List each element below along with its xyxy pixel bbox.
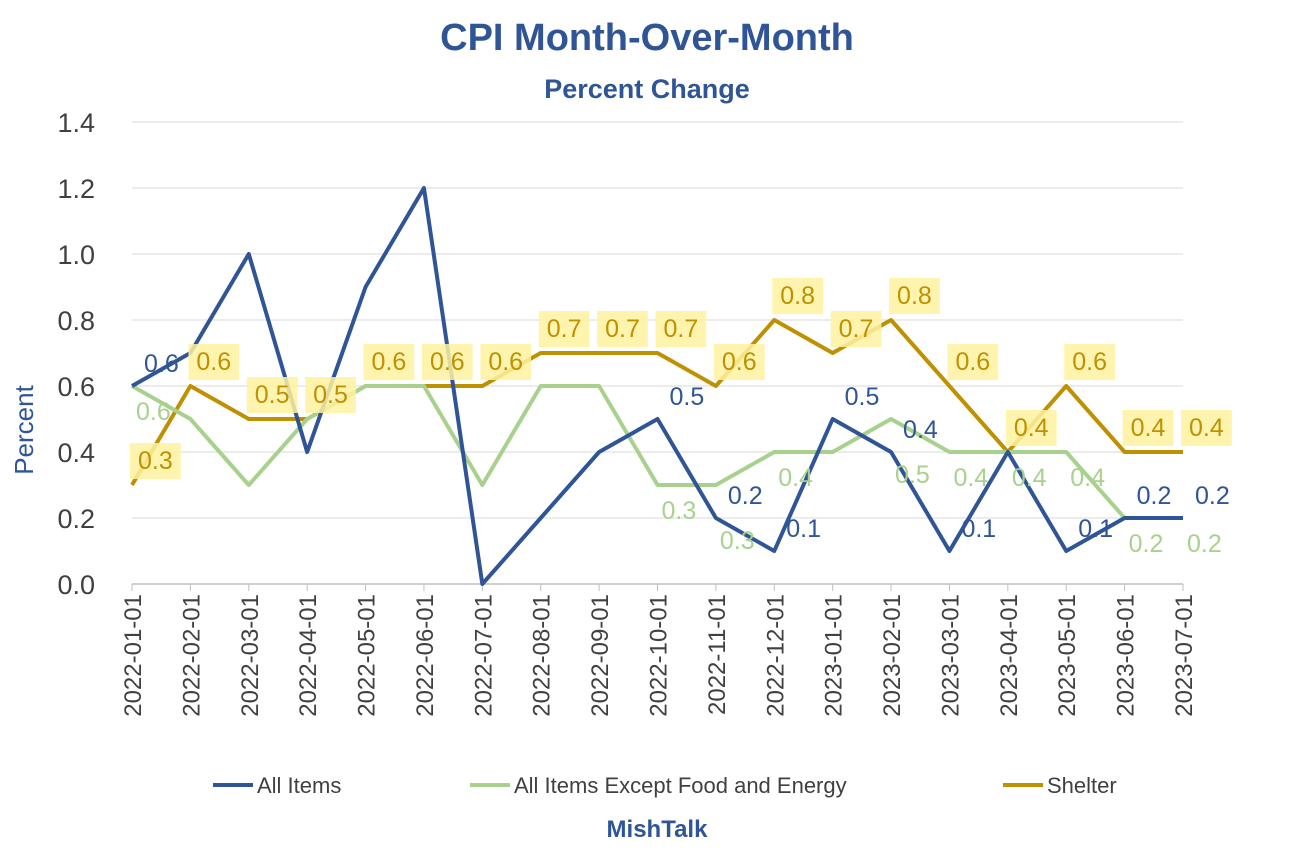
data-label-bg xyxy=(772,278,824,314)
data-label-bg xyxy=(363,344,415,380)
data-label-bg xyxy=(1005,410,1057,446)
data-label: 0.4 xyxy=(1012,464,1047,492)
data-label: 0.4 xyxy=(1189,414,1224,442)
data-label: 0.6 xyxy=(144,350,179,378)
data-label-bg xyxy=(1064,344,1115,380)
data-label-bg xyxy=(130,443,181,479)
x-tick-label: 2023-02-01 xyxy=(879,594,906,717)
data-label: 0.4 xyxy=(953,464,988,492)
data-label-bg xyxy=(597,311,648,347)
data-label: 0.2 xyxy=(1129,530,1164,558)
legend-label: All Items xyxy=(257,773,341,798)
x-tick-label: 2022-03-01 xyxy=(237,594,264,717)
data-label-bg xyxy=(305,377,356,413)
data-label: 0.2 xyxy=(1195,482,1230,510)
chart-subtitle: Percent Change xyxy=(544,74,750,104)
x-tick-label: 2022-05-01 xyxy=(354,594,381,717)
data-label-bg xyxy=(655,311,707,347)
x-tick-label: 2023-04-01 xyxy=(996,594,1023,717)
data-label: 0.4 xyxy=(1131,414,1166,442)
footer-text: MishTalk xyxy=(607,816,709,843)
data-label: 0.3 xyxy=(720,527,755,555)
data-label: 0.6 xyxy=(722,348,757,376)
x-tick-label: 2023-05-01 xyxy=(1054,594,1081,717)
x-tick-label: 2022-01-01 xyxy=(120,594,147,717)
y-tick-label: 0.0 xyxy=(57,570,95,600)
x-tick-label: 2023-06-01 xyxy=(1113,594,1140,717)
y-tick-label: 0.2 xyxy=(57,504,95,534)
data-label: 0.8 xyxy=(780,282,815,310)
data-label: 0.6 xyxy=(136,398,171,426)
x-tick-label: 2022-06-01 xyxy=(412,594,439,717)
y-tick-label: 1.2 xyxy=(57,174,95,204)
y-tick-label: 0.6 xyxy=(57,372,95,402)
data-label: 0.1 xyxy=(1078,515,1113,543)
series-line-0 xyxy=(131,186,1183,586)
data-label: 0.6 xyxy=(488,348,523,376)
data-label: 0.3 xyxy=(662,497,697,525)
data-label: 0.6 xyxy=(372,348,407,376)
data-label: 0.2 xyxy=(1137,482,1172,510)
data-label: 0.4 xyxy=(778,464,813,492)
x-tick-label: 2022-11-01 xyxy=(704,594,731,715)
data-label: 0.5 xyxy=(845,383,880,411)
data-label: 0.4 xyxy=(903,416,938,444)
x-tick-label: 2023-07-01 xyxy=(1171,594,1198,717)
data-label: 0.7 xyxy=(839,315,874,343)
data-label-bg xyxy=(188,344,240,380)
data-label: 0.3 xyxy=(138,447,173,475)
data-label-bg xyxy=(1122,410,1174,446)
data-label: 0.8 xyxy=(897,282,932,310)
data-label-bg xyxy=(889,278,940,314)
data-label-bg xyxy=(538,311,590,347)
x-tick-label: 2022-04-01 xyxy=(295,594,322,717)
y-tick-label: 0.8 xyxy=(57,306,95,336)
data-label-bg xyxy=(947,344,999,380)
data-label: 0.6 xyxy=(1072,348,1107,376)
data-label: 0.1 xyxy=(961,515,996,543)
data-label: 0.4 xyxy=(1014,414,1049,442)
y-tick-label: 1.4 xyxy=(57,108,95,138)
data-label: 0.1 xyxy=(786,515,821,543)
data-label: 0.5 xyxy=(895,461,930,489)
data-label-bg xyxy=(713,344,765,380)
legend-label: All Items Except Food and Energy xyxy=(514,773,847,798)
data-label: 0.5 xyxy=(313,381,348,409)
x-tick-label: 2022-08-01 xyxy=(529,594,556,717)
data-label: 0.7 xyxy=(664,315,699,343)
data-label-bg xyxy=(480,344,532,380)
data-label: 0.6 xyxy=(430,348,465,376)
data-label: 0.5 xyxy=(670,383,705,411)
x-tick-label: 2023-01-01 xyxy=(821,594,848,717)
data-label: 0.6 xyxy=(196,348,231,376)
x-tick-label: 2022-12-01 xyxy=(762,594,789,717)
x-tick-label: 2022-02-01 xyxy=(178,594,205,717)
data-label: 0.2 xyxy=(728,482,763,510)
data-label: 0.7 xyxy=(547,315,582,343)
data-label: 0.4 xyxy=(1070,464,1105,492)
data-label: 0.5 xyxy=(255,381,290,409)
legend-label: Shelter xyxy=(1047,773,1117,798)
x-tick-label: 2023-03-01 xyxy=(937,594,964,717)
x-tick-label: 2022-10-01 xyxy=(646,594,673,717)
y-axis-label: Percent xyxy=(9,384,39,474)
data-label-bg xyxy=(246,377,298,413)
chart-title: CPI Month-Over-Month xyxy=(440,17,854,59)
data-label-bg xyxy=(421,344,473,380)
x-tick-label: 2022-09-01 xyxy=(587,594,614,717)
data-label-bg xyxy=(830,311,882,347)
y-tick-label: 1.0 xyxy=(57,240,95,270)
y-tick-label: 0.4 xyxy=(57,438,95,468)
data-label: 0.2 xyxy=(1187,530,1222,558)
data-label-bg xyxy=(1181,410,1232,446)
x-tick-label: 2022-07-01 xyxy=(470,594,497,717)
data-label: 0.7 xyxy=(605,315,640,343)
data-label: 0.6 xyxy=(955,348,990,376)
